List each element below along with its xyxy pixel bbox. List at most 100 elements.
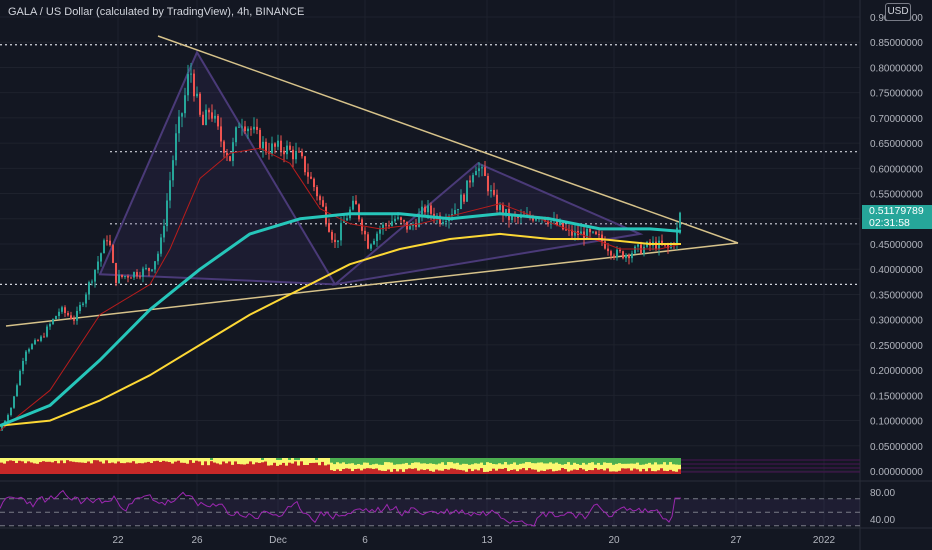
trend-bar-bull bbox=[441, 458, 444, 463]
trend-bar-neutral bbox=[402, 458, 405, 472]
trend-bar-bull bbox=[336, 458, 339, 463]
trend-bar-bull bbox=[582, 458, 585, 463]
price-tick-label: 0.15000000 bbox=[870, 391, 923, 402]
candle-body bbox=[664, 244, 666, 246]
trend-bar-neutral bbox=[111, 458, 114, 463]
trend-bar-bull bbox=[435, 458, 438, 465]
trend-bar-neutral bbox=[318, 458, 321, 466]
trend-bar-bull bbox=[567, 458, 570, 463]
trend-bar-bull bbox=[489, 458, 492, 463]
trend-bar-bull bbox=[534, 458, 537, 464]
trend-bar-neutral bbox=[258, 458, 261, 463]
trend-bar-bull bbox=[612, 458, 615, 465]
trend-bar-neutral bbox=[474, 458, 477, 470]
time-axis[interactable]: 22 26 Dec 6 13 20 27 2022 bbox=[112, 535, 835, 546]
candle-body bbox=[235, 127, 237, 143]
candle-body bbox=[490, 189, 492, 192]
trend-bar-neutral bbox=[147, 458, 150, 462]
trend-bar-bull bbox=[501, 458, 504, 465]
trend-bar-neutral bbox=[270, 458, 273, 466]
price-tick-label: 0.85000000 bbox=[870, 38, 923, 49]
candle-body bbox=[421, 206, 423, 215]
candle-body bbox=[244, 126, 246, 132]
candle-body bbox=[43, 336, 45, 338]
trend-bar-bull bbox=[564, 458, 567, 465]
candle-body bbox=[316, 187, 318, 197]
trend-bar-neutral bbox=[6, 458, 9, 462]
trend-bar-neutral bbox=[198, 458, 201, 462]
candle-body bbox=[472, 175, 474, 183]
candle-body bbox=[358, 204, 360, 220]
candle-body bbox=[595, 231, 597, 235]
price-axis[interactable]: 0.900000000.850000000.800000000.75000000… bbox=[859, 0, 932, 550]
candle-body bbox=[457, 209, 459, 211]
candle-body bbox=[376, 233, 378, 241]
trend-bar-neutral bbox=[552, 458, 555, 472]
trend-bar-neutral bbox=[261, 458, 264, 463]
trend-bar-neutral bbox=[651, 458, 654, 472]
candle-body bbox=[340, 222, 342, 241]
candle-body bbox=[199, 93, 201, 115]
trend-bar-neutral bbox=[204, 458, 207, 462]
trend-bar-bull bbox=[384, 458, 387, 463]
trend-bar-neutral bbox=[420, 458, 423, 470]
trend-bar-neutral bbox=[558, 458, 561, 471]
trend-bar-neutral bbox=[351, 458, 354, 472]
trend-bar-bull bbox=[426, 458, 429, 464]
candle-body bbox=[7, 415, 9, 421]
trend-bar-neutral bbox=[228, 458, 231, 462]
trend-bar-bull bbox=[528, 458, 531, 463]
trend-bar-neutral bbox=[114, 458, 117, 464]
candle-body bbox=[322, 200, 324, 207]
trend-bar-neutral bbox=[336, 458, 339, 470]
trend-bar-neutral bbox=[315, 458, 318, 463]
trend-bar-neutral bbox=[531, 458, 534, 470]
trend-bar-bull bbox=[363, 458, 366, 463]
candle-body bbox=[328, 223, 330, 232]
trend-bar-bull bbox=[474, 458, 477, 464]
candle-body bbox=[211, 112, 213, 119]
trend-bar-neutral bbox=[429, 458, 432, 471]
candle-body bbox=[124, 276, 126, 278]
trend-bar-neutral bbox=[390, 458, 393, 472]
trend-bar-bull bbox=[372, 458, 375, 465]
trend-bar-bull bbox=[600, 458, 603, 465]
candle-body bbox=[100, 253, 102, 262]
trend-bar-bull bbox=[369, 458, 372, 465]
candle-body bbox=[79, 305, 81, 311]
trend-bar-bull bbox=[276, 458, 279, 460]
trend-bar-neutral bbox=[60, 458, 63, 461]
candle-body bbox=[19, 370, 21, 386]
trend-bar-neutral bbox=[465, 458, 468, 472]
trend-bar-neutral bbox=[138, 458, 141, 464]
trend-bar-bull bbox=[522, 458, 525, 464]
trend-bar-neutral bbox=[645, 458, 648, 472]
trend-bar-neutral bbox=[174, 458, 177, 462]
candlesticks bbox=[1, 63, 681, 431]
candle-body bbox=[91, 281, 93, 283]
trend-bar-bull bbox=[432, 458, 435, 464]
currency-badge[interactable]: USD bbox=[885, 3, 911, 21]
trend-bar-neutral bbox=[588, 458, 591, 470]
trend-bar-neutral bbox=[168, 458, 171, 463]
candle-body bbox=[367, 234, 369, 249]
trend-bar-neutral bbox=[498, 458, 501, 469]
trend-bar-bull bbox=[456, 458, 459, 463]
trend-bar-bull bbox=[351, 458, 354, 464]
trend-bar-neutral bbox=[183, 458, 186, 463]
trend-bar-neutral bbox=[30, 458, 33, 463]
candle-body bbox=[271, 143, 273, 154]
trend-bar-neutral bbox=[546, 458, 549, 470]
candle-body bbox=[415, 224, 417, 227]
candle-body bbox=[208, 109, 210, 113]
trend-bar-bull bbox=[651, 458, 654, 465]
trend-bar-neutral bbox=[654, 458, 657, 472]
trend-bar-bull bbox=[438, 458, 441, 464]
candle-body bbox=[40, 336, 42, 341]
candle-body bbox=[442, 221, 444, 224]
candle-body bbox=[22, 361, 24, 371]
trend-bar-neutral bbox=[540, 458, 543, 471]
candle-body bbox=[172, 160, 174, 181]
candle-body bbox=[76, 310, 78, 321]
